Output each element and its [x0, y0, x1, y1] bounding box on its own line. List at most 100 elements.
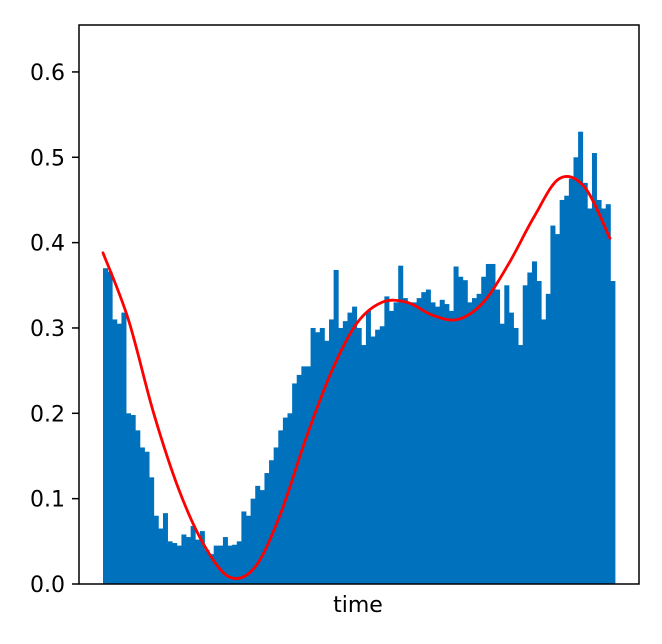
bar	[273, 447, 279, 584]
bar	[204, 549, 210, 584]
bar	[425, 289, 431, 584]
bar	[402, 298, 408, 584]
bar	[103, 268, 109, 584]
bar	[342, 321, 348, 584]
bar	[370, 336, 376, 584]
bar	[467, 302, 473, 584]
y-tick-label: 0.0	[30, 573, 65, 598]
bar	[232, 544, 238, 584]
bar	[495, 289, 501, 584]
bar	[587, 208, 593, 585]
bar	[435, 306, 441, 584]
bar	[162, 513, 168, 584]
bar	[126, 413, 132, 584]
bar	[610, 281, 616, 584]
bar	[601, 208, 607, 585]
bar	[439, 299, 445, 584]
x-axis-label: time	[333, 593, 383, 618]
bar	[199, 531, 205, 584]
bar	[144, 451, 150, 584]
bar	[172, 543, 178, 584]
bar	[305, 366, 311, 584]
bar	[398, 265, 404, 584]
bar	[472, 298, 478, 584]
bar	[504, 285, 510, 584]
bar	[227, 545, 233, 584]
bar	[430, 302, 436, 584]
bar	[578, 131, 584, 584]
bar	[508, 312, 514, 584]
bar	[444, 304, 450, 584]
bar	[319, 327, 325, 584]
bar	[416, 298, 422, 584]
bar	[264, 473, 270, 584]
bar	[531, 261, 537, 584]
bar	[255, 485, 261, 584]
bar	[176, 545, 182, 584]
fit-curve-line	[101, 175, 612, 580]
bar	[485, 263, 491, 584]
y-tick-label: 0.5	[30, 146, 65, 171]
bar	[158, 528, 164, 584]
bar	[315, 332, 321, 584]
bar	[499, 323, 505, 584]
bar	[407, 302, 413, 584]
bar	[195, 539, 201, 584]
y-tick-label: 0.3	[30, 317, 65, 342]
bar	[292, 383, 298, 584]
bar	[518, 345, 524, 584]
bar	[550, 225, 556, 584]
bar	[591, 153, 597, 584]
bar	[139, 447, 145, 584]
bar	[596, 199, 602, 584]
bar	[333, 269, 339, 584]
bar	[130, 415, 136, 584]
bar	[167, 541, 173, 584]
bar	[361, 345, 367, 584]
bar	[375, 329, 381, 584]
bar	[338, 327, 344, 584]
bar	[287, 413, 293, 584]
bar	[582, 182, 588, 584]
bar	[605, 204, 611, 584]
bar	[527, 272, 533, 584]
bar	[568, 178, 574, 584]
bar	[559, 199, 565, 584]
bar	[301, 366, 307, 584]
bar	[329, 319, 335, 584]
bar	[536, 281, 542, 584]
bar	[458, 276, 464, 584]
y-tick-label: 0.4	[30, 232, 65, 257]
bar	[453, 266, 459, 584]
bar	[513, 327, 519, 584]
bar	[190, 525, 196, 584]
bar	[421, 292, 427, 584]
bar	[541, 319, 547, 584]
bar	[135, 430, 141, 584]
bar	[522, 285, 528, 584]
bar	[149, 477, 155, 584]
bar	[112, 319, 118, 584]
bar	[181, 534, 187, 584]
bar	[278, 430, 284, 584]
bar	[186, 537, 192, 584]
bar	[365, 310, 371, 584]
bar	[324, 340, 330, 584]
bar	[573, 157, 579, 584]
bar	[490, 263, 496, 584]
bar	[412, 302, 418, 584]
bar	[121, 312, 127, 584]
bar	[384, 296, 390, 584]
bar	[347, 312, 353, 584]
bar	[209, 554, 215, 584]
bar	[352, 306, 358, 584]
bar	[448, 310, 454, 584]
bar	[296, 374, 302, 584]
bar	[555, 234, 561, 584]
bar	[241, 511, 247, 584]
bar	[153, 515, 159, 584]
bar	[356, 327, 362, 584]
bar	[222, 537, 228, 584]
y-tick-label: 0.2	[30, 402, 65, 427]
bar	[269, 460, 275, 584]
